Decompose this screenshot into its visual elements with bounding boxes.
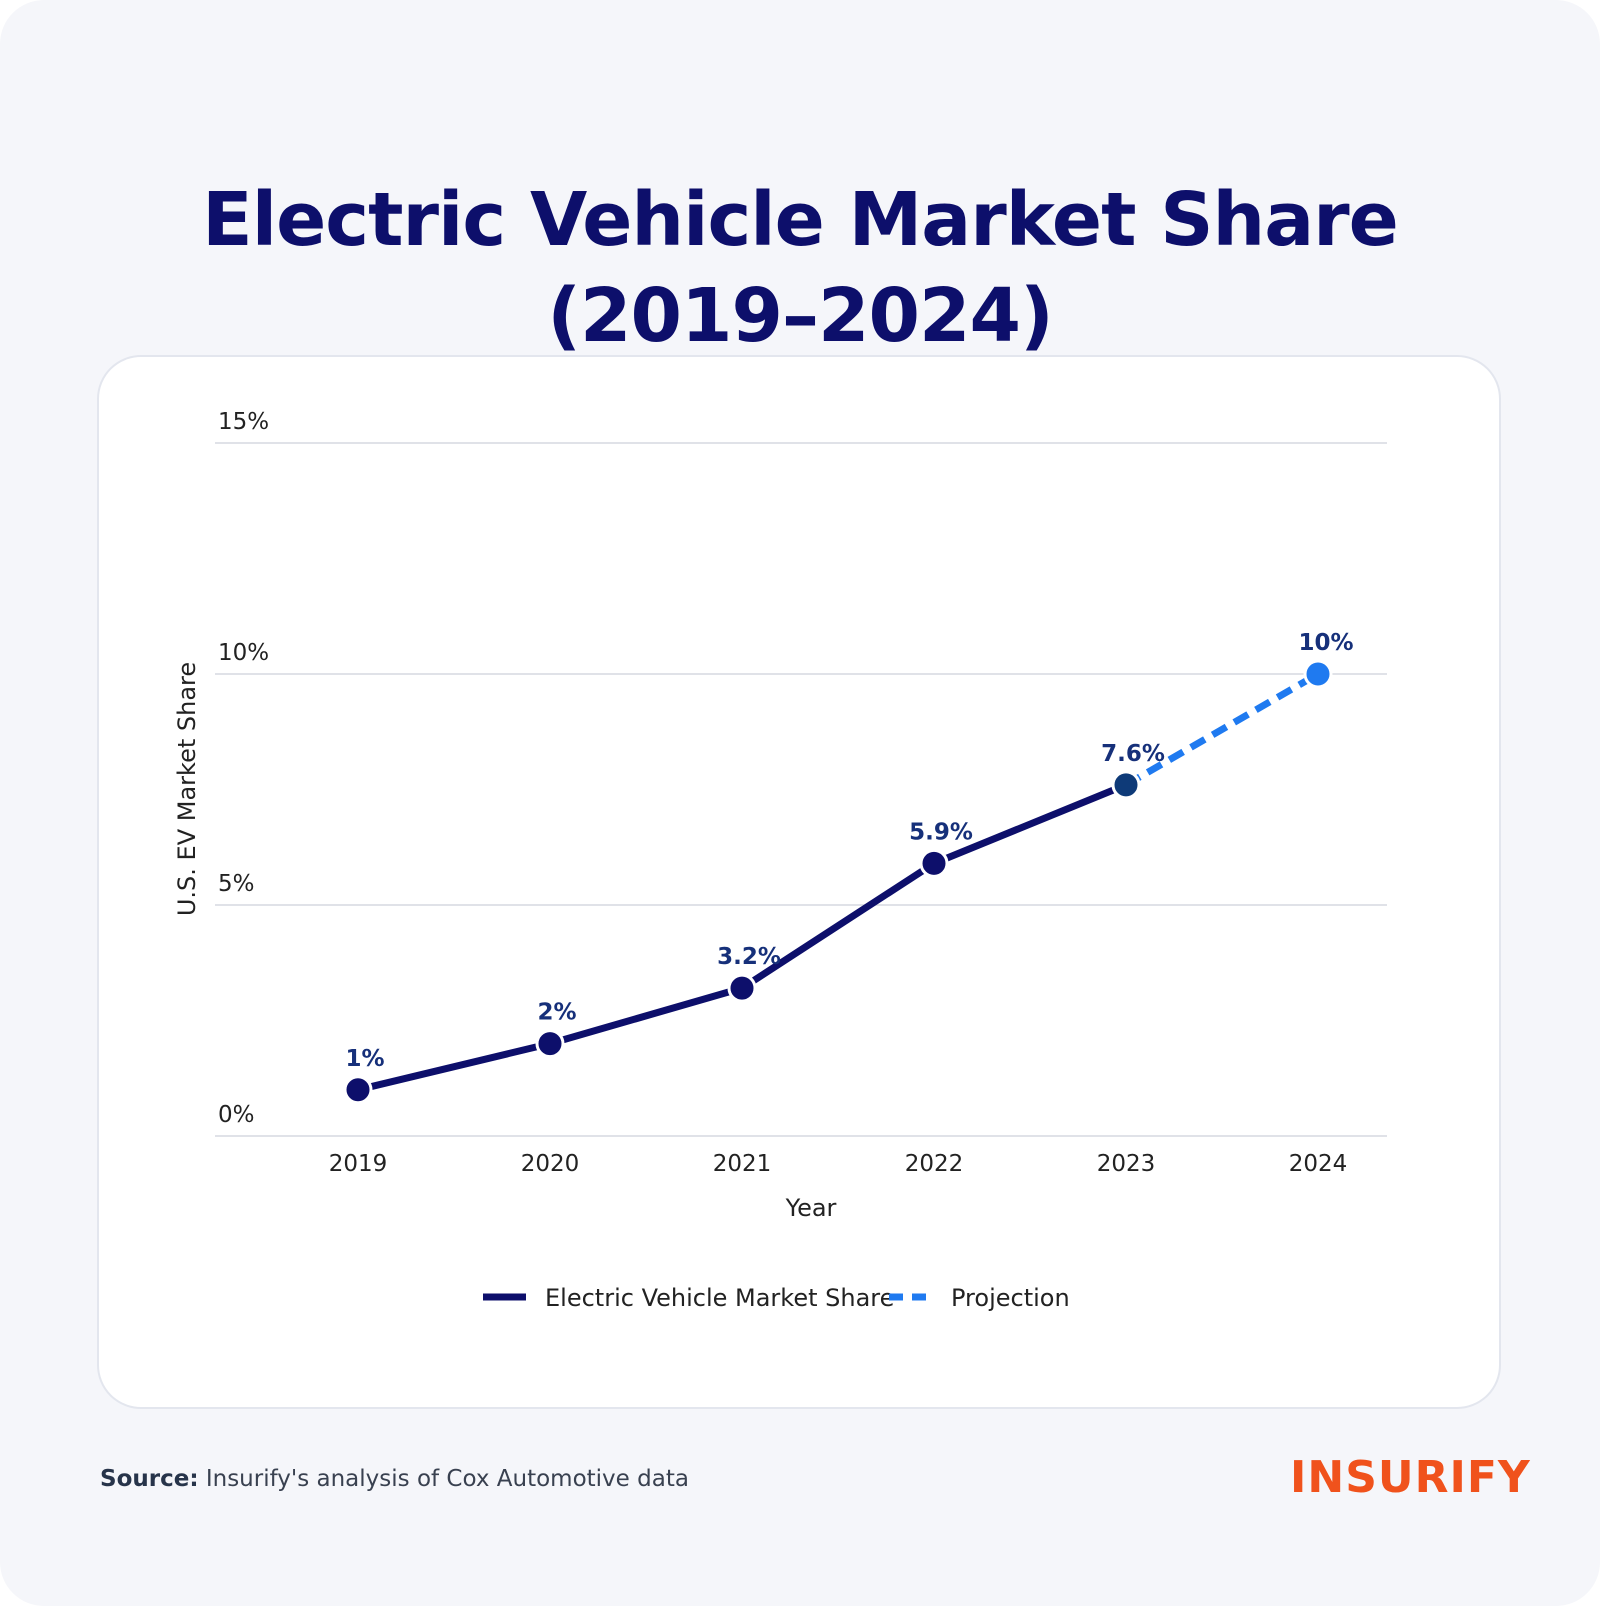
- y-tick-label: 10%: [218, 640, 269, 666]
- chart-title-line-2: (2019–2024): [547, 272, 1054, 359]
- source-note: Source: Insurify's analysis of Cox Autom…: [100, 1466, 689, 1492]
- x-tick-label: 2020: [521, 1151, 580, 1177]
- x-tick-label: 2024: [1289, 1151, 1348, 1177]
- data-label-2024: 10%: [1298, 630, 1353, 656]
- insurify-logo: INSURIFY: [1290, 1452, 1531, 1503]
- x-tick-label: 2021: [713, 1151, 772, 1177]
- y-tick-label: 5%: [218, 871, 255, 897]
- data-point-2023: [1111, 770, 1141, 800]
- actual-series-line: [354, 781, 1130, 1094]
- source-label: Source:: [100, 1466, 199, 1492]
- y-tick-label: 15%: [218, 409, 269, 435]
- data-label-2019: 1%: [345, 1046, 384, 1072]
- chart-title: Electric Vehicle Market Share (2019–2024…: [0, 172, 1600, 364]
- data-label-2022: 5.9%: [909, 819, 973, 845]
- legend-label-actual: Electric Vehicle Market Share: [545, 1284, 894, 1312]
- x-tick-label: 2019: [329, 1151, 388, 1177]
- data-point-2019: [343, 1075, 373, 1105]
- projection-point-2024: [1303, 659, 1333, 689]
- projection-series-line: [1124, 670, 1320, 788]
- chart-title-line-1: Electric Vehicle Market Share: [202, 176, 1399, 263]
- data-point-2020: [535, 1029, 565, 1059]
- data-point-2021: [727, 973, 757, 1003]
- x-tick-label: 2023: [1097, 1151, 1156, 1177]
- data-label-2023: 7.6%: [1101, 741, 1165, 767]
- legend-label-projection: Projection: [951, 1284, 1070, 1312]
- data-point-2022: [919, 848, 949, 878]
- x-axis-title: Year: [785, 1194, 837, 1222]
- source-text: Insurify's analysis of Cox Automotive da…: [205, 1466, 689, 1492]
- data-label-2020: 2%: [537, 1000, 576, 1026]
- data-label-2021: 3.2%: [717, 944, 781, 970]
- y-axis-title: U.S. EV Market Share: [173, 662, 201, 916]
- x-tick-label: 2022: [905, 1151, 964, 1177]
- chart-card: 0% 5% 10% 15% 2019 2020 2021 2022 2023 2024 Year U.…: [97, 355, 1501, 1409]
- line-chart: 0% 5% 10% 15% 2019 2020 2021 2022 2023 2024 Year U.…: [173, 409, 1387, 1312]
- y-tick-label: 0%: [218, 1102, 255, 1128]
